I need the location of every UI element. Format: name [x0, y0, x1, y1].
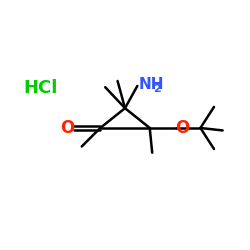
Text: NH: NH — [138, 77, 164, 92]
Text: HCl: HCl — [24, 79, 58, 97]
Text: 2: 2 — [153, 84, 161, 94]
Text: O: O — [176, 119, 190, 137]
Text: O: O — [60, 119, 74, 137]
